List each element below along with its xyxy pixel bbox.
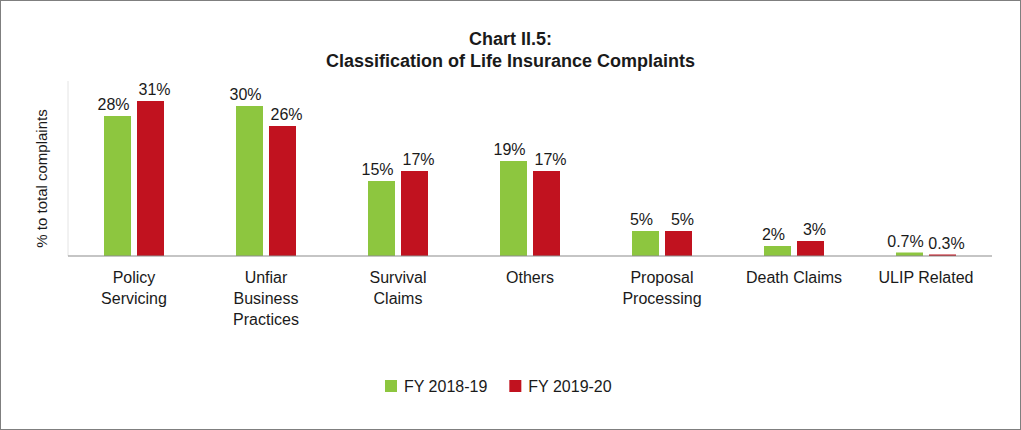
legend: FY 2018-19 FY 2019-20 (385, 378, 612, 395)
bar (764, 246, 791, 256)
bar (236, 106, 263, 256)
data-label: 2% (762, 226, 785, 243)
legend-swatch (509, 380, 521, 392)
title: Chart II.5:Classification of Life Insura… (326, 29, 695, 71)
x-tick-label: ULIP Related (879, 269, 974, 286)
data-label: 28% (97, 96, 129, 113)
data-label: 17% (534, 151, 566, 168)
bar (632, 231, 659, 256)
bar (104, 116, 131, 256)
bar (137, 101, 164, 256)
data-label: 31% (138, 81, 170, 98)
x-tick-label-line: Policy (113, 269, 156, 286)
legend-label: FY 2019-20 (528, 378, 611, 395)
data-label: 3% (803, 221, 826, 238)
bar (401, 171, 428, 256)
x-tick-label: Unfiar Business Practices (233, 269, 299, 328)
title-line: Chart II.5: (469, 29, 552, 49)
x-tick-label: Survival Claims (370, 269, 427, 307)
bar (500, 161, 527, 256)
x-tick-label-line: Proposal (630, 269, 693, 286)
bar (665, 231, 692, 256)
data-label: 5% (671, 211, 694, 228)
x-tick-label-line: Business (234, 290, 299, 307)
bar (269, 126, 296, 256)
data-labels: 28% 30% 15% 19% 5% 2% 0.7% 31% 26% 17% 17% 5% 3% 0.3% (97, 81, 964, 252)
x-tick-label: Others (506, 269, 554, 286)
legend-swatch (385, 380, 397, 392)
chart: Chart II.5:Classification of Life Insura… (0, 0, 1021, 430)
x-tick-label-line: ULIP Related (879, 269, 974, 286)
data-label: 30% (229, 86, 261, 103)
data-label: 17% (402, 151, 434, 168)
x-tick-label: Death Claims (746, 269, 842, 286)
y-axis-line (68, 81, 69, 256)
x-tick-label-line: Claims (374, 290, 423, 307)
bar (533, 171, 560, 256)
frame (1, 1, 1021, 430)
data-label: 15% (361, 161, 393, 178)
data-label: 0.7% (887, 233, 923, 250)
data-label: 0.3% (928, 235, 964, 252)
y-axis-label: % to total complaints (33, 109, 50, 247)
x-tick-label: Policy Servicing (101, 269, 167, 307)
x-tick-label-line: Others (506, 269, 554, 286)
data-label: 5% (630, 211, 653, 228)
x-tick-label-line: Unfiar (245, 269, 288, 286)
data-label: 26% (270, 106, 302, 123)
title-line: Classification of Life Insurance Complai… (326, 51, 695, 71)
legend-label: FY 2018-19 (404, 378, 487, 395)
x-tick-label: Proposal Processing (622, 269, 701, 307)
x-tick-label-line: Servicing (101, 290, 167, 307)
bars (104, 101, 956, 256)
x-tick-label-line: Practices (233, 311, 299, 328)
x-tick-label-line: Survival (370, 269, 427, 286)
x-axis-line (68, 255, 992, 256)
x-tick-label-line: Processing (622, 290, 701, 307)
bar (368, 181, 395, 256)
data-label: 19% (493, 141, 525, 158)
x-tick-label-line: Death Claims (746, 269, 842, 286)
bar (797, 241, 824, 256)
chart-root: Chart II.5:Classification of Life Insura… (0, 0, 1021, 430)
